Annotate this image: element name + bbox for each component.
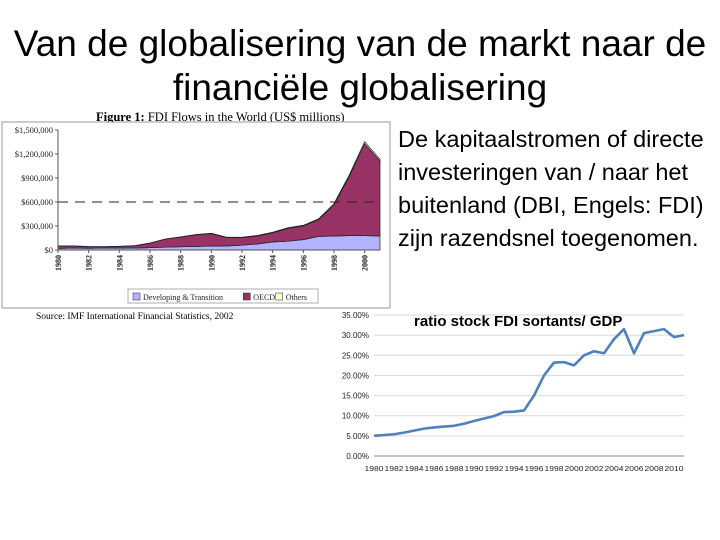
legend-swatch-others — [275, 292, 283, 301]
x-tick-label: 2004 — [605, 464, 624, 473]
x-tick-label: 1986 — [425, 464, 444, 473]
legend-swatch-oecd — [243, 292, 251, 301]
x-tick-label: 1996 — [525, 464, 544, 473]
x-tick-label: 1998 — [330, 255, 339, 271]
y-tick-label: $1,500,000 — [15, 125, 53, 135]
x-tick-label: 1994 — [505, 464, 524, 473]
x-tick-label: 1986 — [146, 255, 155, 271]
y-tick-label: 20.00% — [342, 371, 369, 380]
x-tick-label: 2006 — [625, 464, 644, 473]
ratio-chart-title: ratio stock FDI sortants/ GDP — [414, 313, 623, 330]
y-tick-label: 30.00% — [342, 331, 369, 340]
ratio-line — [373, 327, 685, 438]
y-tick-label: 15.00% — [342, 392, 369, 401]
slide-title: Van de globalisering van de markt naar d… — [0, 22, 720, 110]
x-tick-label: 2000 — [361, 255, 370, 271]
x-tick-label: 1992 — [485, 464, 504, 473]
y-tick-label: 0.00% — [346, 452, 369, 461]
x-tick-label: 1980 — [54, 255, 63, 271]
y-tick-label: 25.00% — [342, 351, 369, 360]
y-tick-label: $0 — [45, 245, 54, 255]
legend-box — [127, 288, 319, 304]
y-tick-label: $300,000 — [21, 221, 53, 231]
x-tick-label: 2010 — [665, 464, 684, 473]
x-tick-label: 1990 — [465, 464, 484, 473]
x-tick-label: 1982 — [385, 464, 404, 473]
area-others — [57, 140, 381, 248]
fdi-figure-label: Figure 1: — [96, 110, 145, 124]
y-tick-label: 5.00% — [346, 432, 369, 441]
y-tick-label: $600,000 — [21, 197, 53, 207]
x-tick-label: 1982 — [85, 255, 94, 271]
x-tick-label: 1988 — [445, 464, 464, 473]
legend-label-oecd: OECD — [253, 293, 275, 302]
y-tick-label: $900,000 — [21, 173, 53, 183]
y-tick-label: $1,200,000 — [15, 149, 53, 159]
x-tick-label: 1996 — [299, 255, 308, 271]
y-tick-label: 10.00% — [342, 412, 369, 421]
slide-title-line-2: financiële globalisering — [172, 67, 548, 108]
fdi-figure-caption: Figure 1: FDI Flows in the World (US$ mi… — [96, 110, 345, 125]
y-tick-label: 35.00% — [342, 311, 369, 320]
x-tick-label: 1984 — [405, 464, 424, 473]
x-tick-label: 1992 — [238, 255, 247, 271]
x-tick-label: 1984 — [115, 255, 124, 271]
legend-swatch-developing-transition — [132, 292, 141, 301]
legend-label-developing-transition: Developing & Transition — [143, 293, 223, 302]
x-tick-label: 1998 — [545, 464, 564, 473]
x-tick-label: 1980 — [365, 464, 384, 473]
fdi-flows-chart: $0 $300,000 $600,000 $900,000 $1,200,000 $1,5… — [1, 121, 391, 309]
x-tick-label: 2002 — [585, 464, 604, 473]
legend-label-others: Others — [286, 293, 307, 302]
slide-title-line-1: Van de globalisering van de markt naar d… — [13, 23, 707, 64]
fdi-figure-source: Source: IMF International Financial Stat… — [36, 312, 234, 322]
x-tick-label: 1988 — [177, 255, 186, 271]
x-tick-label: 1990 — [207, 255, 216, 271]
fdi-figure-title: FDI Flows in the World (US$ millions) — [147, 110, 345, 124]
x-tick-label: 2008 — [645, 464, 664, 473]
body-text: De kapitaalstromen of directe investerin… — [398, 126, 704, 251]
x-tick-label: 2000 — [565, 464, 584, 473]
fdi-ratio-chart: 0.00% 5.00% 10.00% 15.00% 20.00% 25.00% 30.00%… — [342, 311, 685, 473]
x-tick-label: 1994 — [269, 255, 278, 271]
